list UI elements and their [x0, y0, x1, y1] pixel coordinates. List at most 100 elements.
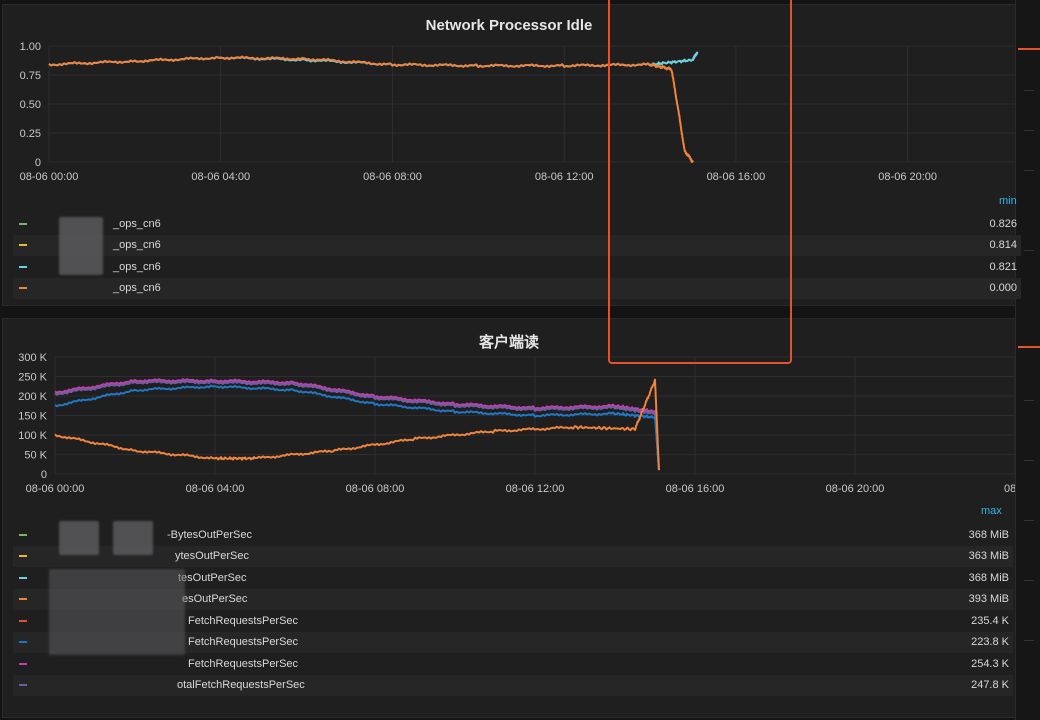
series-value: 393 MiB [968, 593, 1009, 606]
scroll-tick [1024, 400, 1034, 401]
series-swatch [19, 684, 27, 687]
series-name: _ops_cn6 [113, 282, 161, 295]
legend-row[interactable]: _ops_cn6 0.000 [13, 277, 1021, 299]
scroll-tick [1024, 250, 1034, 251]
redacted-block [59, 521, 99, 555]
series-name: ytesOutPerSec [175, 550, 249, 563]
series-value: 363 MiB [968, 550, 1009, 563]
legend: -BytesOutPerSec 368 MiB ytesOutPerSec 363 … [13, 524, 1013, 696]
legend-row[interactable]: _ops_cn6 0.826 [13, 213, 1021, 235]
series-value: 223.8 K [971, 636, 1009, 649]
legend-row[interactable]: FetchRequestsPerSec 223.8 K [13, 631, 1013, 653]
x-tick-label: 08-06 20:00 [826, 483, 885, 495]
y-tick-label: 50 K [24, 450, 47, 462]
series-value: 368 MiB [968, 528, 1009, 541]
redacted-block [49, 569, 185, 655]
legend-row[interactable]: otalFetchRequestsPerSec 247.8 K [13, 674, 1013, 696]
legend-row[interactable]: FetchRequestsPerSec 235.4 K [13, 610, 1013, 632]
annotation-marker [1018, 346, 1040, 348]
legend-header-max[interactable]: max [981, 505, 1002, 517]
series-swatch [19, 662, 27, 665]
scroll-tick [1024, 520, 1034, 521]
y-tick-label: 250 K [18, 372, 47, 384]
scroll-tick [1024, 130, 1034, 131]
legend-header-min[interactable]: min [999, 195, 1017, 207]
legend-row[interactable]: ytesOutPerSec 363 MiB [13, 545, 1013, 567]
idle-chart[interactable]: 0 0.25 0.50 0.75 1.00 08-06 00:00 08-06 04:00 0… [3, 5, 1015, 205]
y-tick-label: 0.75 [20, 70, 41, 82]
series-name: _ops_cn6 [113, 239, 161, 252]
legend: _ops_cn6 0.826 _ops_cn6 0.814 _ops_cn6 0.82… [13, 213, 1021, 299]
x-tick-label: 08-06 16:00 [666, 483, 725, 495]
series-line [54, 380, 660, 471]
legend-row[interactable]: _ops_cn6 0.821 [13, 256, 1021, 278]
x-tick-label: 08-06 12:00 [506, 483, 565, 495]
client-read-panel[interactable]: 客户端读 0 50 K 100 K 150 K 200 K 250 K 300 K 08-06… [2, 318, 1016, 718]
series-name: otalFetchRequestsPerSec [177, 679, 305, 692]
series-line [48, 51, 699, 68]
y-tick-label: 0.50 [20, 99, 41, 111]
series-name: FetchRequestsPerSec [188, 657, 299, 670]
y-tick-label: 100 K [18, 430, 47, 442]
x-tick-label: 08-06 00:00 [26, 483, 85, 495]
series-swatch [19, 244, 27, 247]
series-name: esOutPerSec [182, 593, 248, 606]
redacted-block [59, 217, 103, 275]
x-tick-label: 08-06 12:00 [535, 171, 594, 183]
series-value: 235.4 K [971, 614, 1009, 627]
legend-row[interactable]: esOutPerSec 393 MiB [13, 588, 1013, 610]
legend-row[interactable]: tesOutPerSec 368 MiB [13, 567, 1013, 589]
legend-row[interactable]: FetchRequestsPerSec 254.3 K [13, 653, 1013, 675]
scroll-tick [1024, 90, 1034, 91]
series-name: _ops_cn6 [113, 260, 161, 273]
y-tick-label: 300 K [18, 352, 47, 364]
series-line [54, 378, 660, 471]
legend-row[interactable]: -BytesOutPerSec 368 MiB [13, 524, 1013, 546]
scroll-tick [1024, 640, 1034, 641]
series-value: 368 MiB [968, 571, 1009, 584]
y-tick-label: 200 K [18, 391, 47, 403]
series-swatch [19, 265, 27, 268]
scroll-tick [1024, 460, 1034, 461]
right-scrollbar[interactable] [1015, 0, 1040, 720]
client-read-chart[interactable]: 0 50 K 100 K 150 K 200 K 250 K 300 K 08-06 00:0… [3, 319, 1015, 509]
x-tick-label: 08-06 00:00 [20, 171, 79, 183]
redacted-block [113, 521, 153, 555]
series-name: FetchRequestsPerSec [188, 636, 299, 649]
series-value: 0.821 [989, 260, 1017, 273]
series-swatch [19, 598, 27, 601]
series-swatch [19, 641, 27, 644]
panel-title[interactable]: Network Processor Idle [425, 17, 593, 34]
series-name: -BytesOutPerSec [167, 528, 252, 541]
series-value: 0.826 [989, 217, 1017, 230]
scroll-tick [1024, 170, 1034, 171]
series-value: 0.000 [989, 282, 1017, 295]
x-tick-label: 08-06 08:00 [363, 171, 422, 183]
series-line [54, 378, 660, 471]
y-tick-label: 0 [41, 469, 47, 481]
x-tick-label: 08-06 04:00 [186, 483, 245, 495]
y-tick-label: 1.00 [20, 41, 41, 53]
y-tick-label: 0.25 [20, 128, 41, 140]
series-swatch [19, 576, 27, 579]
series-swatch [19, 222, 27, 225]
legend-row[interactable]: _ops_cn6 0.814 [13, 234, 1021, 256]
series-name: tesOutPerSec [178, 571, 247, 584]
y-tick-label: 0 [35, 157, 41, 169]
series-name: FetchRequestsPerSec [188, 614, 299, 627]
series-name: _ops_cn6 [113, 217, 161, 230]
series-value: 254.3 K [971, 657, 1009, 670]
series-swatch [19, 287, 27, 290]
panel-title[interactable]: 客户端读 [478, 334, 539, 351]
series-value: 0.814 [989, 239, 1017, 252]
series-swatch [19, 555, 27, 558]
y-tick-label: 150 K [18, 411, 47, 423]
series-swatch [19, 619, 27, 622]
series-value: 247.8 K [971, 679, 1009, 692]
x-tick-label: 08-06 04:00 [191, 171, 250, 183]
series-swatch [19, 533, 27, 536]
x-tick-label: 08-0 [1004, 483, 1015, 495]
x-tick-label: 08-06 20:00 [878, 171, 937, 183]
network-processor-idle-panel[interactable]: Network Processor Idle 0 0.25 0.50 0.75 1.00… [2, 4, 1021, 306]
annotation-marker [1018, 48, 1040, 50]
